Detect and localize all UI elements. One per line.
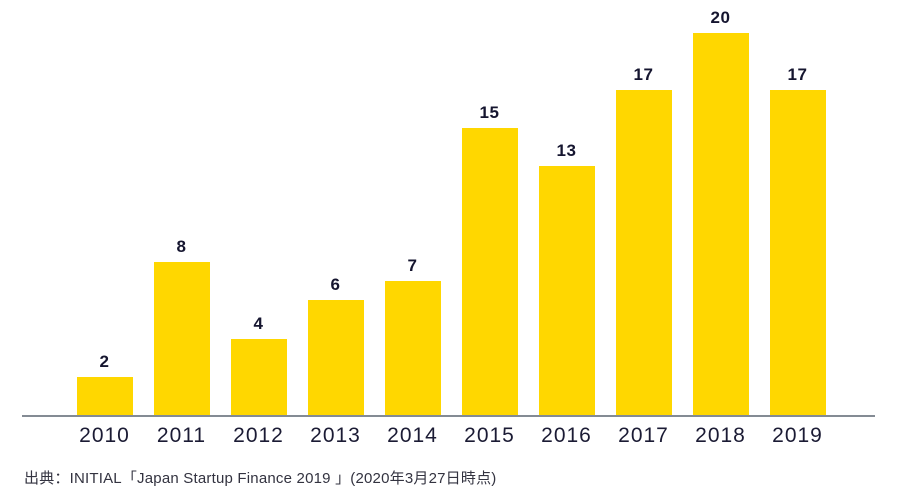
bar (615, 90, 672, 415)
bar-value-label: 6 (330, 275, 341, 294)
bar-chart: 2 8 4 6 7 15 13 17 20 17 2010 2011 2012 2013 2014 2015… (22, 0, 875, 448)
x-tick-label: 2013 (310, 424, 361, 447)
bar (153, 262, 210, 415)
bar-group: 17 (605, 0, 682, 415)
bar-value-label: 17 (787, 65, 808, 84)
x-tick-label: 2011 (156, 424, 207, 447)
x-tick-label: 2017 (618, 424, 669, 447)
bar (769, 90, 826, 415)
x-tick-label: 2014 (387, 424, 438, 447)
bar (76, 377, 133, 415)
bar-group: 17 (759, 0, 836, 415)
bar (230, 339, 287, 415)
bar-group: 8 (143, 0, 220, 415)
x-tick-label: 2019 (772, 424, 823, 447)
bar (461, 128, 518, 415)
x-axis-line (22, 415, 875, 417)
bar-group: 20 (682, 0, 759, 415)
bar-value-label: 13 (556, 141, 577, 160)
bar (384, 281, 441, 415)
x-tick-label: 2016 (541, 424, 592, 447)
bar-group: 15 (451, 0, 528, 415)
source-citation: 出典：INITIAL「Japan Startup Finance 2019 」(… (24, 470, 497, 487)
x-tick-label: 2010 (79, 424, 130, 447)
bar-group: 6 (297, 0, 374, 415)
bar-value-label: 17 (633, 65, 654, 84)
bar-value-label: 7 (407, 256, 418, 275)
bar-value-label: 20 (710, 8, 731, 27)
x-tick-label: 2018 (695, 424, 746, 447)
bar-value-label: 4 (253, 314, 264, 333)
bar-group: 13 (528, 0, 605, 415)
bar-value-label: 2 (99, 352, 110, 371)
bar-group: 4 (220, 0, 297, 415)
x-axis-labels: 2010 2011 2012 2013 2014 2015 2016 2017 2018 2019 (66, 424, 836, 448)
bar-group: 2 (66, 0, 143, 415)
bar (307, 300, 364, 415)
bar (692, 33, 749, 415)
x-tick-label: 2015 (464, 424, 515, 447)
x-tick-label: 2012 (233, 424, 284, 447)
bar-value-label: 8 (176, 237, 187, 256)
bars-container: 2 8 4 6 7 15 13 17 20 17 (66, 0, 836, 415)
bar-group: 7 (374, 0, 451, 415)
bar-value-label: 15 (479, 103, 500, 122)
bar (538, 166, 595, 415)
